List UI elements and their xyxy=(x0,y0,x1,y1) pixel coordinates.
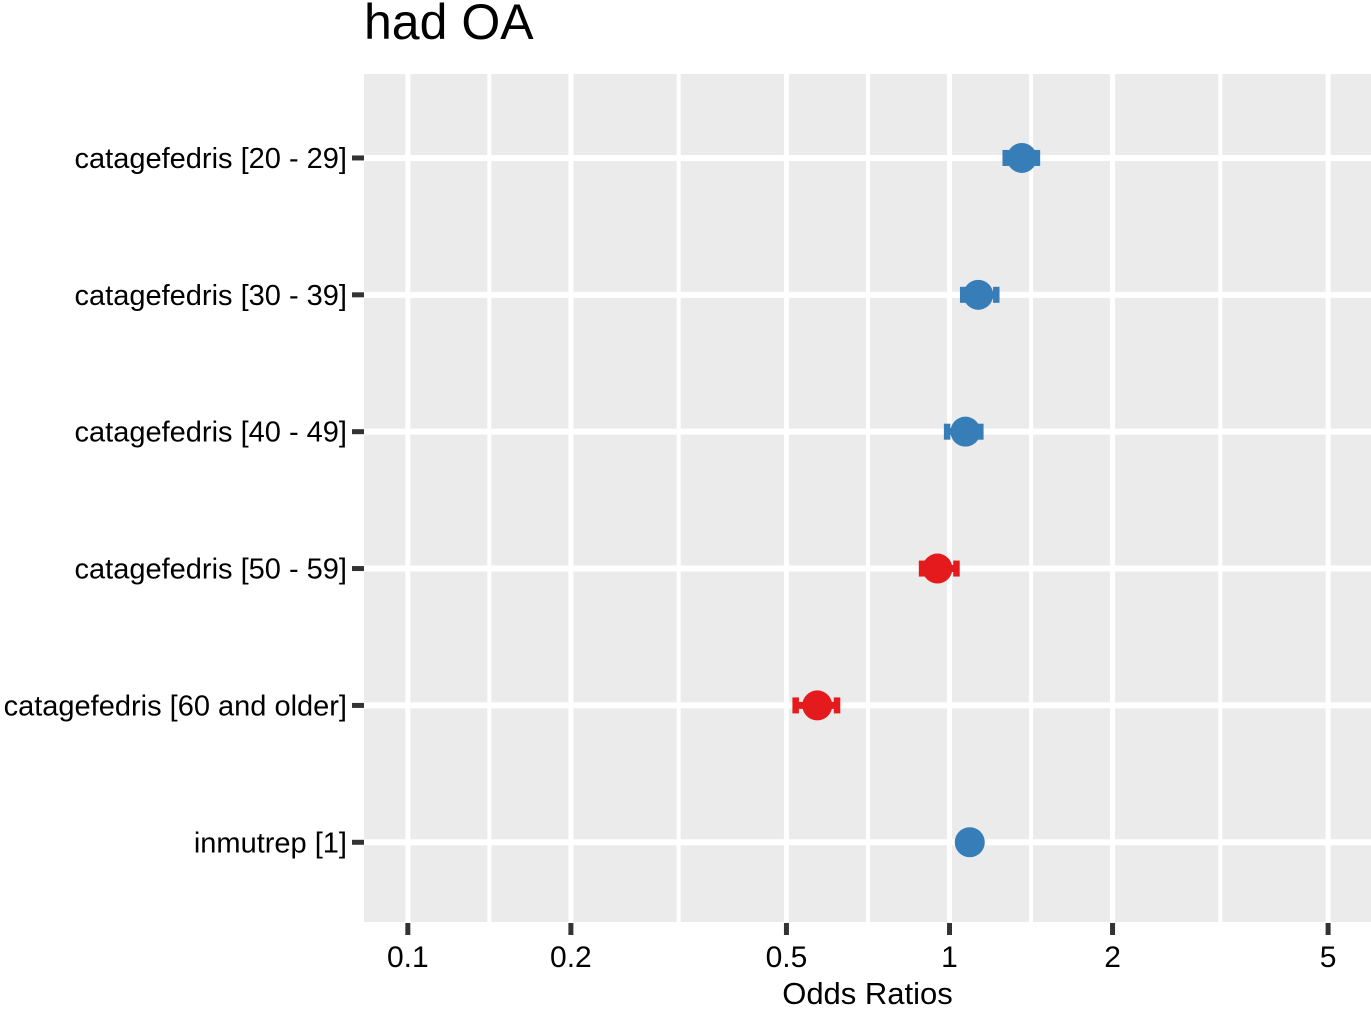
odds-ratio-point xyxy=(1006,142,1037,173)
odds-ratio-point xyxy=(802,690,833,721)
x-tick-label: 0.5 xyxy=(766,941,808,974)
plot-title: had OA xyxy=(364,0,534,50)
x-tick-label: 0.1 xyxy=(387,941,429,974)
y-axis-label: catagefedris [60 and older] xyxy=(4,690,347,722)
y-axis-label: catagefedris [50 - 59] xyxy=(75,554,347,586)
odds-ratio-point xyxy=(963,279,994,310)
x-tick-label: 1 xyxy=(941,941,958,974)
odds-ratio-point xyxy=(950,416,981,447)
y-axis-label: catagefedris [30 - 39] xyxy=(75,280,347,312)
y-axis-label: catagefedris [40 - 49] xyxy=(75,417,347,449)
x-tick-label: 5 xyxy=(1320,941,1337,974)
y-axis-label: catagefedris [20 - 29] xyxy=(75,143,347,175)
odds-ratio-point xyxy=(954,827,985,858)
x-tick-label: 0.2 xyxy=(550,941,592,974)
odds-ratio-point xyxy=(922,553,953,584)
y-axis-label: inmutrep [1] xyxy=(194,827,347,859)
x-axis-title: Odds Ratios xyxy=(782,976,953,1009)
x-tick-label: 2 xyxy=(1104,941,1121,974)
